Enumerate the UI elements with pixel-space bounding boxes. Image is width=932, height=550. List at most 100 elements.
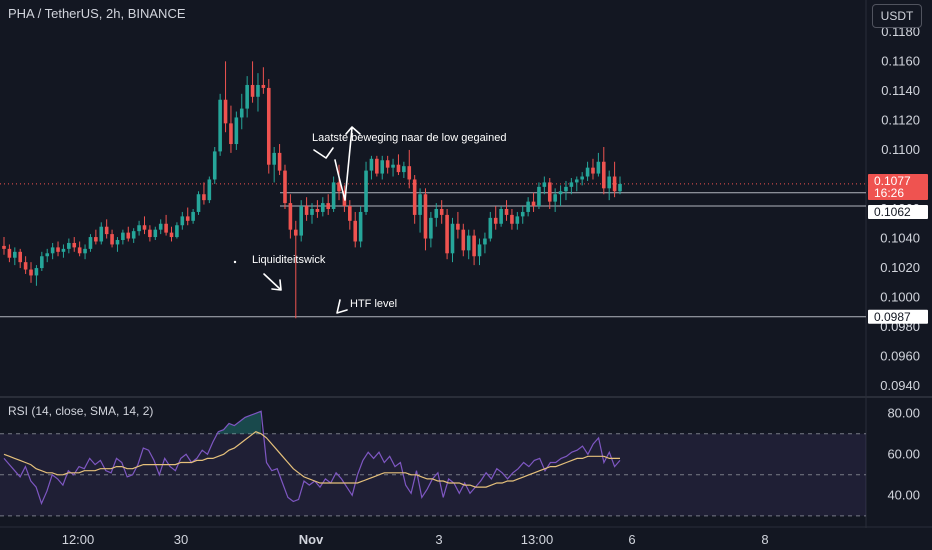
- candle-body: [196, 194, 201, 212]
- level-price-tag: 0.0987: [874, 310, 911, 324]
- annotation-arrow-icon: [263, 273, 282, 291]
- price-tick-label: 0.1120: [881, 112, 920, 127]
- candle-body: [375, 158, 379, 174]
- time-tick-label: 8: [761, 532, 768, 547]
- candle-body: [61, 248, 66, 252]
- rsi-tick-label: 80.00: [887, 405, 920, 420]
- candle-body: [396, 164, 401, 173]
- candle-body: [245, 84, 249, 109]
- candle-body: [477, 244, 482, 257]
- candle-body: [412, 179, 417, 215]
- candle-body: [407, 166, 412, 180]
- annotation-text-3: HTF level: [350, 298, 397, 310]
- candle-body: [115, 240, 120, 245]
- candle-body: [574, 179, 579, 183]
- candle-body: [326, 203, 331, 209]
- candle-body: [18, 251, 23, 263]
- candle-body: [72, 242, 77, 248]
- annotation-text-2: Liquiditeitswick: [252, 254, 326, 266]
- candle-body: [40, 256, 44, 269]
- candle-body: [191, 211, 195, 221]
- candle-body: [331, 182, 336, 209]
- time-tick-label: 12:00: [62, 532, 95, 547]
- candle-body: [202, 194, 206, 201]
- candle-body: [499, 209, 503, 224]
- price-tick-label: 0.1160: [881, 53, 920, 68]
- candle-body: [45, 253, 50, 257]
- candle-body: [94, 237, 98, 242]
- last-price-tag-bg: [868, 173, 928, 200]
- candle-body: [283, 170, 287, 204]
- candle-body: [504, 209, 509, 215]
- last-price-tag: 0.1077: [874, 174, 911, 188]
- candle-body: [229, 123, 233, 145]
- candle-body: [104, 226, 109, 235]
- price-tick-label: 0.0940: [880, 378, 920, 393]
- candle-body: [23, 262, 28, 270]
- rsi-series-line: [3, 410, 621, 506]
- candle-body: [56, 247, 60, 252]
- candle-body: [299, 206, 303, 236]
- candle-body: [348, 206, 352, 221]
- candle-body: [164, 223, 168, 233]
- candle-body: [83, 248, 87, 254]
- candle-body: [266, 87, 271, 165]
- candle-body: [580, 176, 584, 180]
- annotation-arrow-icon: [334, 126, 361, 201]
- annotation-dot: [233, 260, 237, 264]
- candle-body: [439, 209, 444, 215]
- candle-body: [99, 226, 104, 242]
- candle-body: [288, 203, 293, 230]
- candle-body: [223, 99, 228, 124]
- candle-body: [461, 229, 466, 251]
- candle-body: [607, 176, 611, 189]
- candle-body: [321, 203, 325, 212]
- candle-body: [445, 214, 449, 254]
- candle-body: [218, 99, 222, 152]
- candle-body: [29, 269, 33, 276]
- symbol-title: PHA / TetherUS, 2h, BINANCE: [8, 6, 186, 21]
- candle-body: [110, 234, 114, 245]
- candle-body: [569, 182, 574, 187]
- time-tick-label: 6: [628, 532, 635, 547]
- candle-body: [423, 194, 428, 239]
- candle-body: [337, 182, 341, 192]
- candle-body: [542, 182, 547, 187]
- candle-body: [34, 268, 39, 276]
- time-tick-label: 30: [174, 532, 188, 547]
- candle-body: [126, 232, 131, 239]
- candle-body: [212, 151, 217, 180]
- candle-body: [353, 220, 358, 242]
- rsi-overbought-fill: [218, 411, 262, 434]
- candle-body: [2, 245, 6, 249]
- level-price-tag-bg: [868, 204, 928, 219]
- candle-body: [358, 211, 363, 242]
- candle-body: [553, 194, 557, 202]
- price-tick-label: 0.1020: [880, 260, 920, 275]
- candle-body: [50, 247, 55, 254]
- candle-body: [618, 183, 622, 192]
- candle-body: [596, 161, 601, 174]
- annotation-arrow-icon: [336, 299, 348, 314]
- candle-body: [315, 209, 320, 212]
- candle-body: [434, 209, 439, 218]
- candle-body: [380, 160, 385, 174]
- candle-body: [558, 191, 563, 195]
- candle-body: [121, 232, 125, 241]
- candle-body: [169, 232, 174, 238]
- currency-button[interactable]: USDT: [872, 4, 922, 28]
- last-price-tag-countdown: 16:26: [874, 186, 904, 200]
- candle-body: [369, 158, 374, 171]
- candle-body: [77, 247, 82, 254]
- candle-body: [88, 237, 93, 249]
- candle-body: [385, 160, 390, 168]
- candle-body: [261, 84, 266, 88]
- candle-body: [493, 217, 498, 224]
- candle-body: [239, 108, 244, 118]
- candle-body: [250, 84, 255, 97]
- candle-body: [13, 251, 17, 258]
- candle-body: [483, 238, 487, 245]
- rsi-series-line: [3, 431, 620, 488]
- candle-body: [564, 186, 568, 192]
